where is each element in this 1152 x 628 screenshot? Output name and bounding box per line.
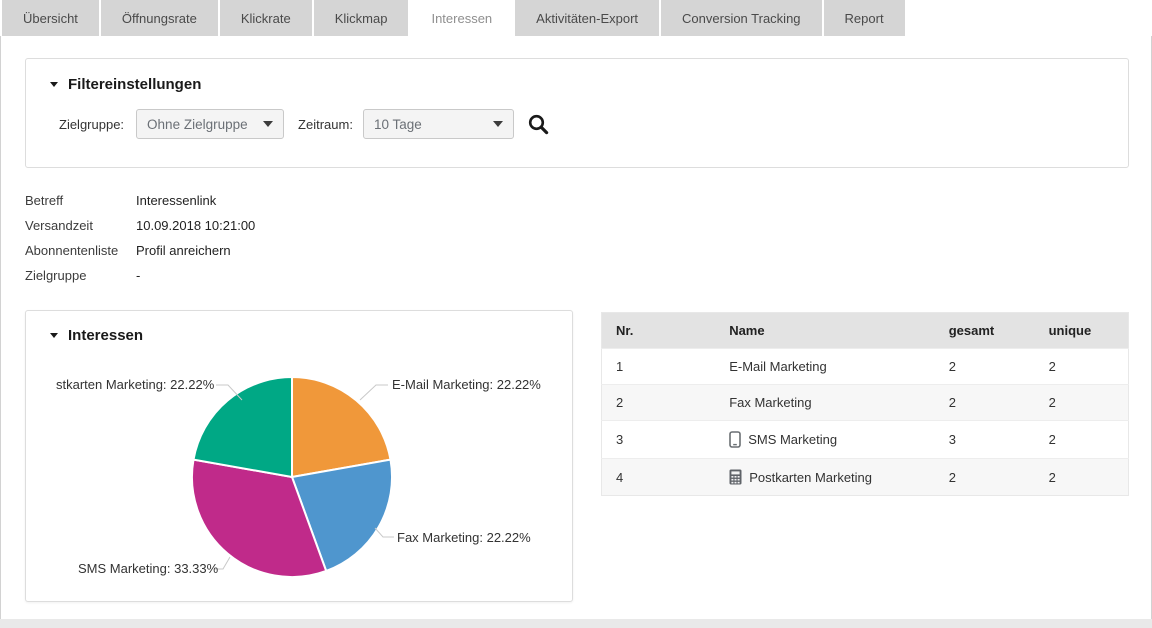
detail-row-zielgruppe: Zielgruppe - bbox=[25, 263, 255, 288]
interessen-title: Interessen bbox=[68, 327, 143, 344]
detail-label: Zielgruppe bbox=[25, 268, 136, 283]
cell-gesamt: 2 bbox=[935, 349, 1035, 385]
cell-nr: 1 bbox=[602, 349, 716, 385]
cell-gesamt: 3 bbox=[935, 421, 1035, 459]
search-icon bbox=[527, 113, 550, 136]
interests-pie-chart bbox=[26, 311, 572, 601]
cell-name: E-Mail Marketing bbox=[715, 349, 935, 385]
tab-oeffnungsrate[interactable]: Öffnungsrate bbox=[101, 0, 218, 36]
cell-gesamt: 2 bbox=[935, 459, 1035, 496]
collapse-triangle-icon bbox=[50, 82, 58, 87]
interessen-header[interactable]: Interessen bbox=[50, 327, 143, 344]
table-row: 1 E-Mail Marketing 2 2 bbox=[602, 349, 1129, 385]
interests-table-wrap: Nr. Name gesamt unique 1 E-Mail Marketin… bbox=[601, 312, 1129, 496]
tab-uebersicht[interactable]: Übersicht bbox=[2, 0, 99, 36]
zielgruppe-label: Zielgruppe: bbox=[59, 117, 124, 132]
chevron-down-icon bbox=[493, 121, 503, 127]
pie-slice-postkarten-marketing bbox=[194, 377, 293, 477]
tab-klickmap[interactable]: Klickmap bbox=[314, 0, 409, 36]
filter-settings-title: Filtereinstellungen bbox=[68, 76, 201, 93]
table-row: 4 Postk bbox=[602, 459, 1129, 496]
pie-label-fax: Fax Marketing: 22.22% bbox=[397, 530, 531, 545]
chevron-down-icon bbox=[263, 121, 273, 127]
cell-nr: 2 bbox=[602, 385, 716, 421]
zielgruppe-dropdown[interactable]: Ohne Zielgruppe bbox=[136, 109, 284, 139]
tab-report[interactable]: Report bbox=[824, 0, 905, 36]
cell-nr: 4 bbox=[602, 459, 716, 496]
filter-settings-box: Filtereinstellungen Zielgruppe: Ohne Zie… bbox=[25, 58, 1129, 168]
interessen-chart-box: Interessen stkarten Marketing: 22.22% E-… bbox=[25, 310, 573, 602]
tab-aktivitaeten-export[interactable]: Aktivitäten-Export bbox=[515, 0, 659, 36]
detail-value: 10.09.2018 10:21:00 bbox=[136, 218, 255, 233]
header-unique: unique bbox=[1035, 313, 1129, 349]
detail-value: Profil anreichern bbox=[136, 243, 231, 258]
header-gesamt: gesamt bbox=[935, 313, 1035, 349]
campaign-details: Betreff Interessenlink Versandzeit 10.09… bbox=[25, 188, 255, 288]
filter-settings-header[interactable]: Filtereinstellungen bbox=[50, 76, 1104, 93]
callout-line-email bbox=[360, 385, 388, 400]
zeitraum-label: Zeitraum: bbox=[298, 117, 353, 132]
detail-label: Abonnentenliste bbox=[25, 243, 136, 258]
zielgruppe-dropdown-value: Ohne Zielgruppe bbox=[147, 117, 248, 132]
cell-gesamt: 2 bbox=[935, 385, 1035, 421]
table-row: 2 Fax Marketing 2 2 bbox=[602, 385, 1129, 421]
cell-nr: 3 bbox=[602, 421, 716, 459]
main-panel: Filtereinstellungen Zielgruppe: Ohne Zie… bbox=[0, 36, 1152, 619]
cell-unique: 2 bbox=[1035, 459, 1129, 496]
postcard-icon bbox=[729, 469, 742, 485]
zeitraum-dropdown[interactable]: 10 Tage bbox=[363, 109, 514, 139]
header-name: Name bbox=[715, 313, 935, 349]
detail-value: Interessenlink bbox=[136, 193, 216, 208]
cell-unique: 2 bbox=[1035, 349, 1129, 385]
interest-name: Postkarten Marketing bbox=[749, 470, 872, 485]
detail-value: - bbox=[136, 268, 140, 283]
interests-table: Nr. Name gesamt unique 1 E-Mail Marketin… bbox=[601, 312, 1129, 496]
tab-klickrate[interactable]: Klickrate bbox=[220, 0, 312, 36]
header-nr: Nr. bbox=[602, 313, 716, 349]
detail-label: Versandzeit bbox=[25, 218, 136, 233]
filter-row: Zielgruppe: Ohne Zielgruppe Zeitraum: 10… bbox=[59, 109, 1104, 139]
cell-unique: 2 bbox=[1035, 421, 1129, 459]
interest-name: SMS Marketing bbox=[748, 432, 837, 447]
interest-name: Fax Marketing bbox=[729, 395, 811, 410]
cell-unique: 2 bbox=[1035, 385, 1129, 421]
detail-row-abonnentenliste: Abonnentenliste Profil anreichern bbox=[25, 238, 255, 263]
table-header-row: Nr. Name gesamt unique bbox=[602, 313, 1129, 349]
search-button[interactable] bbox=[527, 113, 550, 136]
pie-label-sms: SMS Marketing: 33.33% bbox=[78, 561, 211, 576]
smartphone-icon bbox=[729, 431, 741, 448]
cell-name: Fax Marketing bbox=[715, 385, 935, 421]
pie-label-email: E-Mail Marketing: 22.22% bbox=[392, 377, 541, 392]
detail-row-betreff: Betreff Interessenlink bbox=[25, 188, 255, 213]
tab-interessen[interactable]: Interessen bbox=[410, 0, 513, 36]
detail-row-versandzeit: Versandzeit 10.09.2018 10:21:00 bbox=[25, 213, 255, 238]
zeitraum-dropdown-value: 10 Tage bbox=[374, 117, 422, 132]
detail-label: Betreff bbox=[25, 193, 136, 208]
table-row: 3 SMS Marketing 3 2 bbox=[602, 421, 1129, 459]
collapse-triangle-icon bbox=[50, 333, 58, 338]
cell-name: SMS Marketing bbox=[715, 421, 935, 459]
interest-name: E-Mail Marketing bbox=[729, 359, 827, 374]
cell-name: Postkarten Marketing bbox=[715, 459, 935, 496]
tab-conversion-tracking[interactable]: Conversion Tracking bbox=[661, 0, 822, 36]
tab-bar: Übersicht Öffnungsrate Klickrate Klickma… bbox=[0, 0, 1152, 36]
pie-label-postkarten: stkarten Marketing: 22.22% bbox=[56, 377, 212, 392]
